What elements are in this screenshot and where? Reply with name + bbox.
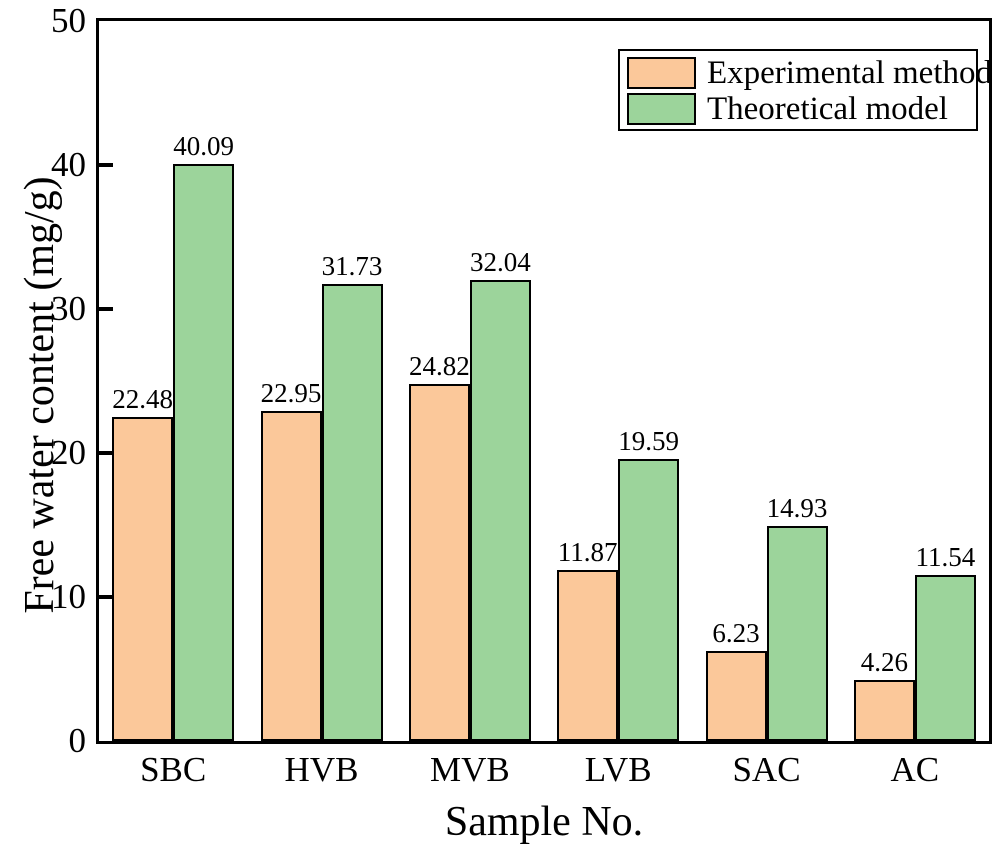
bar-experimental-method-AC: [853, 679, 915, 741]
y-tick-label-0: 0: [68, 721, 87, 760]
legend-item-theoretical-model: Theoretical model: [620, 91, 976, 127]
bar-experimental-method-SAC: [705, 651, 767, 741]
value-label-experimental-method-SBC: 22.48: [112, 384, 174, 415]
bar-experimental-method-LVB: [557, 570, 619, 741]
y-tick-label-30: 30: [51, 289, 86, 328]
category-label-MVB: MVB: [429, 750, 510, 789]
bar-theoretical-model-SAC: [766, 526, 828, 741]
category-label-AC: AC: [890, 750, 940, 789]
legend-item-experimental-method: Experimental method: [620, 55, 992, 91]
y-tick-label-50: 50: [51, 1, 86, 40]
y-tick-10: [99, 595, 113, 599]
y-tick-40: [99, 163, 113, 167]
value-label-theoretical-model-HVB: 31.73: [321, 251, 383, 282]
value-label-theoretical-model-AC: 11.54: [915, 541, 976, 572]
value-label-experimental-method-SAC: 6.23: [712, 618, 760, 649]
y-tick-label-40: 40: [51, 145, 86, 184]
bar-theoretical-model-LVB: [618, 458, 680, 741]
bar-theoretical-model-MVB: [469, 279, 531, 741]
y-tick-label-20: 20: [51, 433, 86, 472]
y-tick-30: [99, 307, 113, 311]
value-label-experimental-method-LVB: 11.87: [557, 537, 618, 568]
bar-theoretical-model-SBC: [173, 163, 235, 741]
value-label-experimental-method-HVB: 22.95: [260, 377, 322, 408]
value-label-experimental-method-AC: 4.26: [860, 646, 908, 677]
bar-experimental-method-HVB: [260, 410, 322, 741]
value-label-theoretical-model-LVB: 19.59: [618, 425, 680, 456]
y-tick-20: [99, 451, 113, 455]
value-label-theoretical-model-MVB: 32.04: [469, 246, 531, 277]
category-label-LVB: LVB: [584, 750, 652, 789]
category-label-HVB: HVB: [284, 750, 359, 789]
y-axis-title: Free water content (mg/g): [17, 176, 63, 614]
category-label-SBC: SBC: [140, 750, 207, 789]
bar-theoretical-model-AC: [914, 574, 976, 741]
bar-experimental-method-SBC: [112, 417, 174, 741]
plot-area: 22.48 22.95 24.82 11.87 6.23 4.26 40.09 31.73 32…: [96, 18, 992, 744]
category-label-SAC: SAC: [732, 750, 801, 789]
value-label-theoretical-model-SAC: 14.93: [766, 493, 828, 523]
legend-label-experimental-method: Experimental method: [707, 55, 992, 91]
bar-theoretical-model-HVB: [321, 284, 383, 741]
value-label-theoretical-model-SBC: 40.09: [173, 130, 235, 161]
legend-label-theoretical-model: Theoretical model: [707, 91, 948, 127]
bar-experimental-method-MVB: [408, 383, 470, 741]
y-tick-label-10: 10: [51, 577, 86, 616]
legend: Experimental method Theoretical model: [618, 49, 992, 131]
legend-swatch-theoretical-model: [627, 93, 696, 125]
value-label-experimental-method-MVB: 24.82: [408, 350, 470, 381]
legend-swatch-experimental-method: [627, 57, 696, 89]
x-axis-title: Sample No.: [444, 799, 644, 845]
